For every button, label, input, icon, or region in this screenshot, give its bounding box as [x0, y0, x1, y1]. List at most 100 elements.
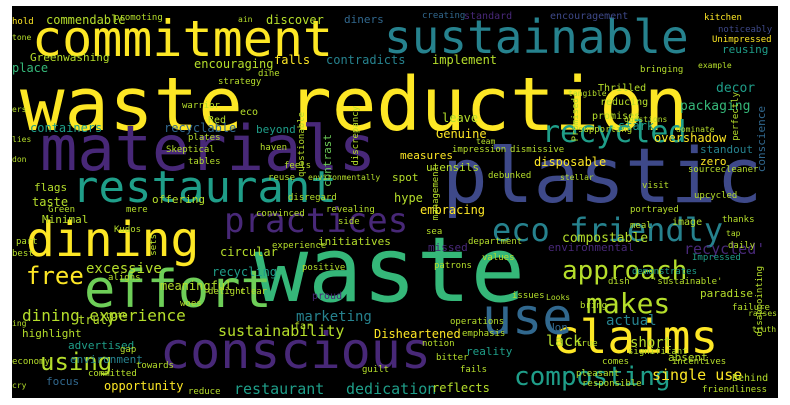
word-cloud-term: restaurant: [234, 380, 325, 398]
word-cloud: waste reduction waste plastic materials comm…: [12, 6, 778, 398]
word-cloud-term: encouraging: [194, 57, 274, 71]
word-cloud-term: marketing: [296, 309, 372, 325]
word-cloud-term: claims: [552, 310, 719, 364]
word-cloud-term: flags: [34, 181, 68, 194]
word-cloud-term: recycling: [212, 265, 278, 279]
word-cloud-term: note: [106, 311, 128, 321]
word-cloud-term: debunked: [488, 171, 532, 181]
word-cloud-term: economy: [12, 357, 50, 367]
word-cloud-term: opportunity: [104, 379, 184, 393]
word-cloud-term: proud: [312, 291, 343, 302]
word-cloud-term: hype: [394, 191, 423, 205]
word-cloud-term: strategy: [218, 77, 262, 87]
word-cloud-term: delight: [208, 287, 246, 297]
word-cloud-term: part: [16, 237, 38, 247]
word-cloud-term: eco friendly: [492, 211, 724, 249]
word-cloud-term: upcycled: [694, 191, 738, 201]
word-cloud-term: supporting: [578, 125, 633, 135]
word-cloud-term: Impressed: [692, 253, 741, 263]
word-cloud-term: circular: [220, 245, 278, 259]
word-cloud-term: example: [698, 61, 732, 70]
word-cloud-term: comes: [602, 357, 630, 367]
word-cloud-term: measures: [400, 149, 453, 162]
word-cloud-term: committed: [88, 369, 137, 379]
word-cloud-term: compostable: [562, 231, 649, 246]
word-cloud-term: actual: [606, 313, 657, 329]
word-cloud-term: reality: [466, 345, 513, 358]
word-cloud-term: paradise: [700, 287, 753, 300]
word-cloud-term: environment: [70, 353, 143, 366]
word-cloud-term: experience: [272, 241, 327, 251]
word-cloud-term: tangible: [568, 89, 607, 98]
word-cloud-term: standard: [464, 11, 513, 22]
word-cloud-term: dismissive: [510, 145, 565, 155]
word-cloud-term: Unimpressed: [712, 35, 772, 45]
word-cloud-term: promoting: [114, 13, 163, 23]
word-cloud-term: beyond: [256, 123, 296, 136]
word-cloud-term: truly: [78, 313, 115, 327]
word-cloud-term: warrior: [182, 101, 220, 111]
word-cloud-term: significant: [628, 347, 688, 357]
word-cloud-term: using: [40, 348, 113, 376]
word-cloud-term: reflects: [432, 381, 490, 395]
word-cloud-term: portrayed: [630, 205, 679, 215]
word-cloud-term: values: [482, 253, 515, 263]
word-cloud-term: standout: [700, 143, 753, 156]
word-cloud-term: commitment: [32, 10, 334, 68]
word-cloud-term: reducing: [600, 97, 649, 108]
word-cloud-term: best: [12, 249, 34, 259]
word-cloud-term: commendable: [46, 13, 126, 27]
word-cloud-term: dominate: [676, 125, 715, 134]
word-cloud-term: plates: [188, 133, 221, 143]
word-cloud-term: dish: [608, 277, 630, 287]
word-cloud-term: issues: [512, 291, 545, 301]
word-cloud-term: contradicts: [326, 53, 406, 67]
word-cloud-term: recyclable: [164, 121, 237, 135]
word-cloud-term: Genuine: [436, 127, 487, 141]
word-cloud-term: demonstrates: [632, 267, 698, 277]
word-cloud-term: tone: [12, 33, 32, 42]
word-cloud-term: effort: [84, 260, 272, 320]
word-cloud-term: advertised: [68, 339, 135, 352]
word-cloud-term: guilt: [362, 365, 390, 375]
word-cloud-term: reusing: [722, 43, 769, 56]
word-cloud-term: discrepancy: [351, 106, 361, 166]
word-cloud-term: clear: [240, 287, 268, 297]
word-cloud-term: side: [338, 217, 360, 227]
word-cloud-term: Red: [208, 115, 227, 126]
word-cloud-term: 'sustainable': [652, 277, 723, 287]
word-cloud-term: packaging: [680, 99, 751, 114]
word-cloud-term: focus: [46, 375, 80, 388]
word-cloud-term: ers: [12, 105, 27, 114]
word-cloud-term: sea: [426, 227, 443, 237]
word-cloud-term: sourcecleaner: [688, 165, 759, 175]
word-cloud-term: initiatives: [318, 235, 391, 248]
word-cloud-term: sustainability: [218, 322, 345, 340]
word-cloud-term: thanks: [722, 215, 755, 225]
word-cloud-term: revealing: [326, 205, 375, 215]
word-cloud-term: Skeptical: [166, 145, 215, 155]
word-cloud-term: recycled: [542, 115, 687, 150]
word-cloud-term: bitter: [436, 353, 469, 363]
word-cloud-term: restaurant: [72, 162, 337, 213]
word-cloud-term: stark: [618, 119, 655, 133]
word-cloud-term: tables: [188, 157, 221, 167]
word-cloud-term: sustainable: [384, 10, 689, 64]
word-cloud-term: towards: [136, 361, 174, 371]
word-cloud-term: team: [476, 137, 496, 146]
word-cloud-term: embracing: [420, 203, 486, 217]
word-cloud-term: disregard: [288, 193, 337, 203]
word-cloud-term: aligns: [108, 273, 141, 283]
word-cloud-term: kitchen: [704, 13, 742, 23]
word-cloud-term: Disheartened: [374, 327, 461, 341]
word-cloud-term: visit: [642, 181, 670, 191]
word-cloud-term: spot: [392, 171, 419, 184]
word-cloud-term: fails: [460, 365, 488, 375]
word-cloud-term: cry: [12, 381, 27, 390]
word-cloud-term: leave: [442, 111, 479, 125]
word-cloud-term: discover: [266, 13, 324, 27]
word-cloud-term: utensils: [426, 161, 479, 174]
word-cloud-term: highlight: [22, 327, 82, 340]
word-cloud-term: missed: [428, 241, 468, 254]
word-cloud-term: Greenwashing: [30, 51, 110, 64]
